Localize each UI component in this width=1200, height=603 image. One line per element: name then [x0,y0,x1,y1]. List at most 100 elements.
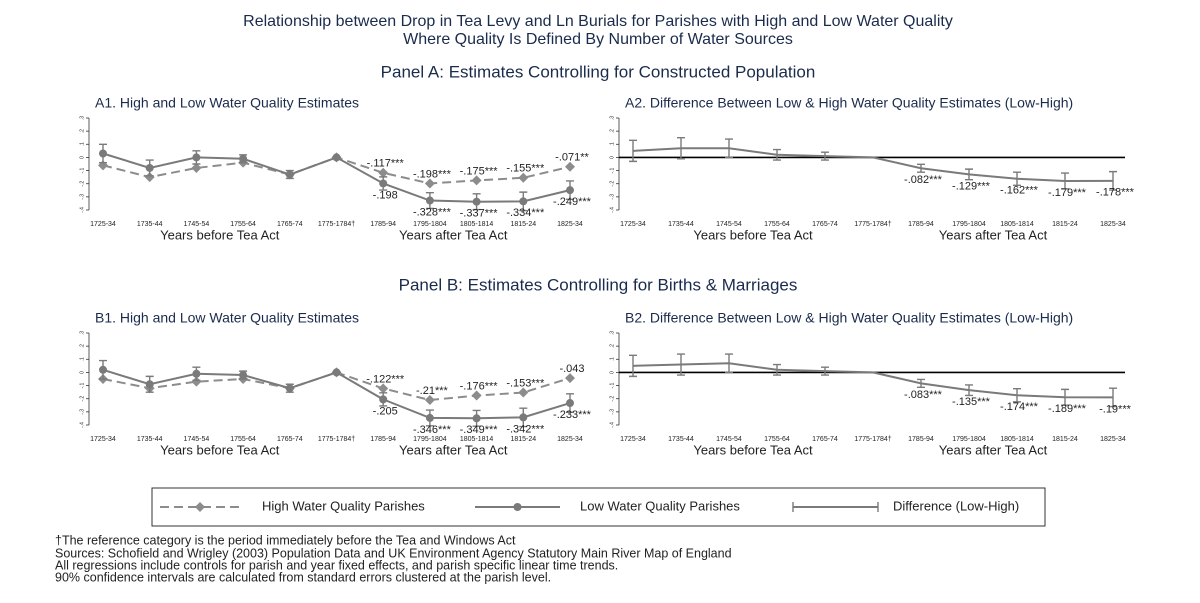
x-tick-label: 1765-74 [812,221,838,228]
marker [332,153,341,162]
x-tick-label: 1765-74 [277,221,303,228]
x-tick-label: 1785-94 [370,221,396,228]
marker [471,390,482,401]
y-tick-label: -.3 [609,194,615,200]
marker [379,395,388,404]
x-tick-label: 1805-1814 [460,436,494,443]
marker [565,161,575,172]
x-tick-label: 1815-24 [1052,221,1078,228]
value-label: -.178*** [1096,187,1135,199]
y-tick-label: 0 [79,371,85,374]
value-label: -.21*** [416,385,449,397]
series-line [632,362,1114,399]
value-label: -.043 [559,363,584,375]
x-tick-label: 1755-64 [230,221,256,228]
value-label: -.175*** [460,165,499,177]
marker [472,414,481,423]
x-tick-label: 1725-34 [620,221,646,228]
x-tick-label: 1805-1814 [460,221,494,228]
x-tick-label: 1775-1784† [318,436,355,443]
legend-marker [195,502,205,512]
error-bar [773,148,781,161]
y-tick-label: .1 [79,357,85,361]
x-tick-label: 1815-24 [1052,436,1078,443]
value-label: -.198 [373,189,398,201]
chart-title: A2. Difference Between Low & High Water … [625,95,1073,111]
chart-title: B1. High and Low Water Quality Estimates [95,310,359,326]
error-bar [965,384,973,397]
value-label: -.082*** [904,174,943,186]
y-tick-label: .1 [609,142,615,146]
x-tick-label: 1775-1784† [854,436,891,443]
marker [519,197,528,206]
x-tick-label: 1745-54 [184,436,210,443]
x-tick-label: 1735-44 [668,221,694,228]
x-tick-label: 1805-1814 [1000,436,1034,443]
marker [378,167,389,178]
x-axis-label: Years after Tea Act [939,227,1048,242]
value-label: -.337*** [460,208,499,220]
y-tick-label: -.2 [79,181,85,187]
error-bar [773,363,781,376]
legend-marker [513,503,522,511]
value-label: -.349*** [460,424,499,436]
x-axis-label: Years before Tea Act [693,227,813,242]
x-tick-label: 1755-64 [764,436,790,443]
marker [425,413,434,422]
marker [424,178,435,189]
error-bar [917,378,925,388]
x-tick-label: 1725-34 [620,436,646,443]
marker [424,395,435,406]
error-bar [821,366,829,376]
x-axis-label: Years after Tea Act [399,442,508,457]
figure-title: Relationship between Drop in Tea Levy an… [243,13,953,30]
value-label: -.205 [373,405,398,417]
marker [145,380,154,389]
x-tick-label: 1795-1804 [952,436,986,443]
y-tick-label: .3 [79,116,85,120]
y-tick-label: -.4 [609,422,615,428]
marker [99,149,107,158]
note: †The reference category is the period im… [55,533,516,547]
marker [518,387,529,398]
y-tick-label: -.2 [609,181,615,187]
marker [518,172,529,183]
value-label: -.117*** [367,158,405,170]
x-axis-label: Years before Tea Act [160,442,280,457]
marker [145,163,154,172]
legend-marker [792,502,879,512]
x-tick-label: 1765-74 [812,436,838,443]
legend-label: Low Water Quality Parishes [580,498,740,513]
marker [378,383,389,394]
note: Sources: Schofield and Wrigley (2003) Po… [55,546,732,560]
legend-box [151,487,1046,527]
y-tick-label: -.3 [609,409,615,415]
value-label: -.153*** [506,377,545,389]
marker [285,170,294,179]
error-bar [821,151,829,161]
marker [565,373,575,384]
y-tick-label: .3 [79,331,85,335]
marker [425,196,434,205]
error-bar [1061,172,1069,190]
value-label: -.176*** [460,380,499,392]
error-bar [1109,387,1117,408]
x-tick-label: 1745-54 [184,221,210,228]
y-tick-label: -.1 [79,167,85,173]
value-label: -.179*** [1048,187,1087,199]
marker [192,369,201,378]
chart-title: A1. High and Low Water Quality Estimates [95,95,359,111]
y-tick-label: -.3 [79,409,85,415]
marker [144,172,155,183]
value-label: -.083*** [904,389,943,401]
error-bar [725,353,733,374]
marker [471,175,482,186]
panel-title: Panel B: Estimates Controlling for Birth… [399,275,798,294]
error-bar [1061,388,1069,406]
x-tick-label: 1755-64 [764,221,790,228]
legend-label: High Water Quality Parishes [262,498,425,513]
error-bar [1109,170,1117,191]
y-tick-label: .2 [609,344,615,348]
error-bar [965,168,973,181]
